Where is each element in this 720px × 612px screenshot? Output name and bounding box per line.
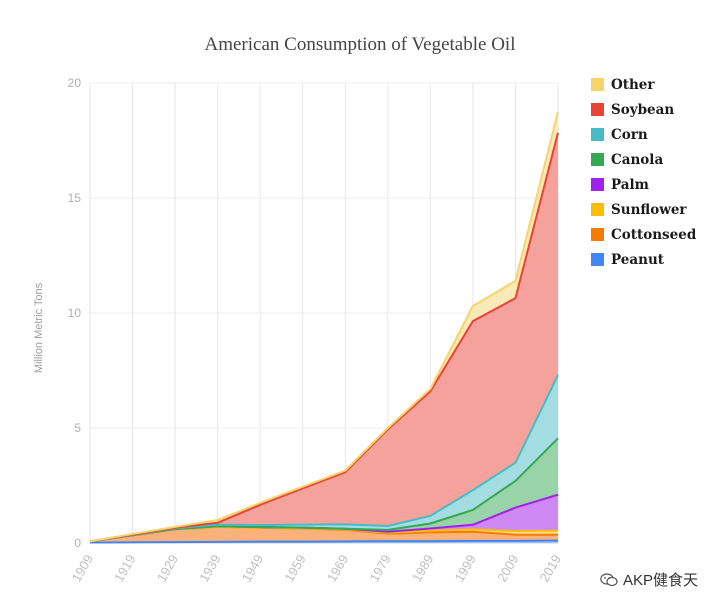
y-tick-label: 20 bbox=[68, 76, 82, 90]
y-tick-label: 15 bbox=[68, 191, 82, 205]
area-cottonseed bbox=[90, 526, 558, 543]
legend-swatch-soybean bbox=[591, 103, 604, 116]
x-tick-label: 1929 bbox=[154, 552, 181, 585]
x-tick-label: 1939 bbox=[196, 552, 223, 585]
line-other bbox=[89, 111, 559, 543]
y-axis-ticks: 0 5 10 15 20 bbox=[68, 76, 82, 550]
x-axis-ticks: 1909 1919 1929 1939 1949 1959 1969 1979 1989 1999… bbox=[69, 552, 564, 585]
wechat-icon bbox=[600, 572, 618, 586]
legend-label-corn: Corn bbox=[611, 127, 648, 143]
legend-label-canola: Canola bbox=[611, 152, 663, 168]
x-tick-label: 2009 bbox=[494, 552, 521, 585]
legend-label-other: Other bbox=[611, 77, 655, 93]
x-tick-label: 1919 bbox=[111, 552, 138, 585]
legend: Other Soybean Corn Canola Palm Sunflower Cotto… bbox=[591, 77, 697, 268]
x-tick-label: 1999 bbox=[452, 552, 479, 585]
legend-swatch-canola bbox=[591, 153, 604, 166]
x-tick-label: 1959 bbox=[281, 552, 308, 585]
series-lines bbox=[89, 111, 559, 544]
legend-swatch-cottonseed bbox=[591, 228, 604, 241]
x-tick-label: 2019 bbox=[537, 552, 564, 585]
y-axis-label: Million Metric Tons bbox=[33, 282, 45, 373]
x-tick-label: 1949 bbox=[239, 552, 266, 585]
x-tick-label: 1989 bbox=[409, 552, 436, 585]
legend-swatch-palm bbox=[591, 178, 604, 191]
watermark: AKP健食天 bbox=[600, 569, 698, 590]
legend-label-sunflower: Sunflower bbox=[611, 202, 687, 218]
y-tick-label: 10 bbox=[68, 306, 82, 320]
legend-swatch-peanut bbox=[591, 253, 604, 266]
y-tick-label: 5 bbox=[74, 421, 81, 435]
x-tick-label: 1969 bbox=[324, 552, 351, 585]
watermark-text: AKP健食天 bbox=[622, 572, 698, 589]
legend-label-soybean: Soybean bbox=[611, 102, 674, 118]
legend-swatch-corn bbox=[591, 128, 604, 141]
area-other bbox=[90, 111, 558, 542]
area-soybean bbox=[90, 132, 558, 542]
legend-label-cottonseed: Cottonseed bbox=[611, 227, 697, 243]
chart-title: American Consumption of Vegetable Oil bbox=[205, 34, 516, 55]
legend-label-peanut: Peanut bbox=[611, 252, 665, 268]
legend-label-palm: Palm bbox=[611, 177, 649, 193]
x-tick-label: 1979 bbox=[366, 552, 393, 585]
line-peanut bbox=[89, 539, 559, 544]
x-tick-label: 1909 bbox=[69, 552, 96, 585]
legend-swatch-other bbox=[591, 78, 604, 91]
legend-swatch-sunflower bbox=[591, 203, 604, 216]
y-tick-label: 0 bbox=[74, 536, 81, 550]
